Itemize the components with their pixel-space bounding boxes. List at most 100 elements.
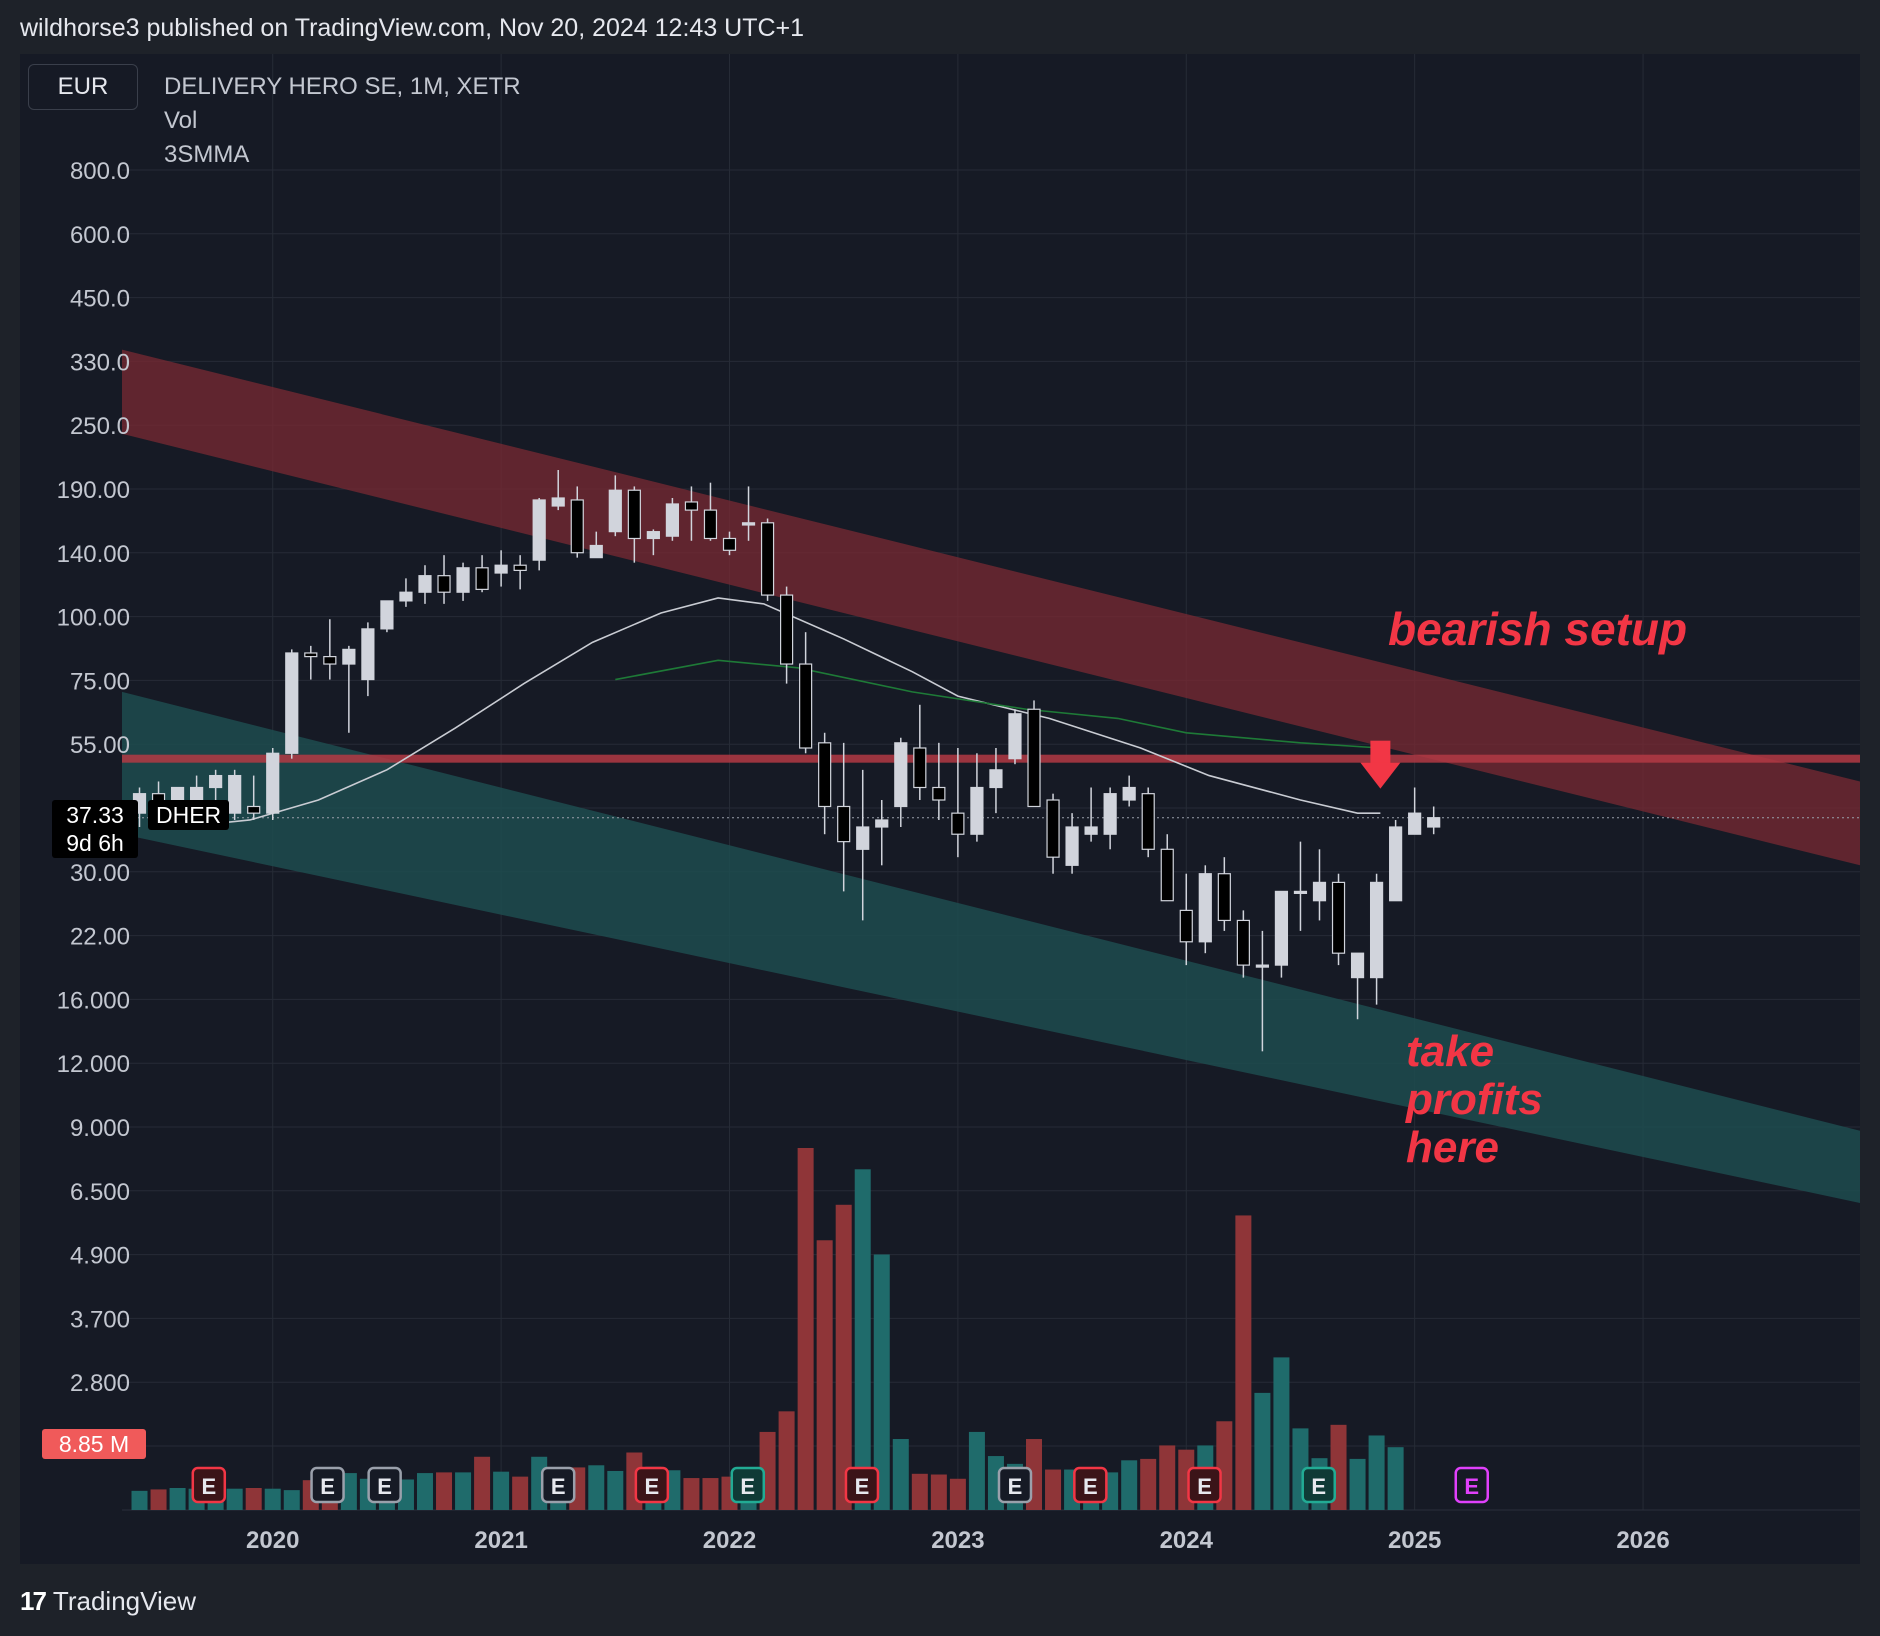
candle-body	[799, 663, 813, 749]
earnings-marker-letter: E	[201, 1474, 216, 1499]
candle-body	[1160, 848, 1174, 902]
candle-body	[875, 819, 889, 828]
annotation-line: profits	[1406, 1075, 1543, 1124]
earnings-marker-letter: E	[377, 1474, 392, 1499]
candle	[494, 550, 508, 587]
volume-bar	[150, 1489, 167, 1510]
price-chart[interactable]: E E E E E E E E E E E E 800.0 600.0 450.0 330.0 250.0 19…	[20, 54, 1860, 1564]
candle	[570, 486, 584, 558]
candle	[304, 645, 318, 680]
volume-bar	[169, 1487, 186, 1510]
y-axis: 800.0 600.0 450.0 330.0 250.0 190.00 140.00 100…	[57, 158, 130, 1461]
volume-bar	[512, 1476, 529, 1510]
y-tick-label: 3.700	[70, 1306, 130, 1333]
candle-body	[1350, 952, 1365, 979]
earnings-marker-letter: E	[645, 1474, 660, 1499]
volume-bar	[854, 1169, 871, 1510]
earnings-marker-icon: E	[1454, 1466, 1489, 1504]
tradingview-logo-icon: 17	[20, 1586, 47, 1616]
earnings-marker-box	[1073, 1466, 1108, 1504]
earnings-marker-icon: E	[367, 1466, 402, 1504]
candle	[513, 555, 527, 590]
candle	[989, 747, 1003, 814]
earnings-marker-icon: E	[1073, 1466, 1108, 1504]
candle	[1312, 849, 1327, 921]
legend-ma[interactable]: 3SMMA	[164, 141, 250, 168]
currency-button[interactable]: EUR	[28, 64, 138, 110]
earnings-marker-icon: E	[634, 1466, 670, 1504]
candle-body	[418, 575, 432, 593]
y-tick-label: 16.000	[57, 987, 130, 1014]
candle	[951, 747, 965, 858]
volume-bar	[930, 1474, 947, 1510]
last-price-value: 37.33	[66, 802, 124, 828]
candle	[608, 475, 622, 537]
x-tick-label: 2026	[1616, 1527, 1669, 1554]
earnings-marker-letter: E	[1311, 1474, 1326, 1499]
candle	[475, 555, 489, 593]
volume-bar	[607, 1470, 624, 1510]
y-tick-label: 600.0	[70, 222, 130, 249]
candle-body	[837, 805, 851, 843]
candle	[1293, 841, 1308, 931]
volume-bar	[1254, 1392, 1271, 1510]
candle	[970, 753, 984, 842]
candle	[837, 742, 851, 892]
earnings-marker-letter: E	[1197, 1474, 1212, 1499]
candle-body	[361, 628, 375, 681]
candle-body	[894, 742, 908, 808]
arrow-shaft	[1370, 740, 1391, 765]
candle	[437, 555, 451, 604]
candle	[1217, 857, 1231, 931]
volume-bar	[436, 1472, 453, 1510]
volume-bar	[131, 1490, 148, 1510]
candle-body	[494, 564, 508, 574]
candle-body	[228, 774, 242, 814]
earnings-marker-icon: E	[310, 1466, 345, 1504]
legend-volume[interactable]: Vol	[164, 107, 198, 134]
earnings-marker-box	[997, 1466, 1033, 1504]
candle	[818, 732, 832, 835]
take-profits-annotation[interactable]: take profits here	[1406, 1028, 1543, 1172]
candle-body	[1427, 817, 1441, 828]
candle	[1369, 873, 1384, 1005]
candle	[779, 586, 794, 684]
candle	[266, 747, 280, 820]
candle-body	[589, 544, 603, 559]
candle-body	[1312, 881, 1327, 902]
volume-bar	[1045, 1469, 1062, 1510]
earnings-marker-box	[1301, 1466, 1336, 1504]
candle	[1427, 806, 1441, 835]
arrow-head	[1360, 762, 1401, 789]
legend-symbol[interactable]: DELIVERY HERO SE, 1M, XETR	[164, 73, 521, 100]
volume-bar	[588, 1465, 605, 1510]
annotation-line: here	[1406, 1123, 1499, 1172]
y-tick-label: 22.00	[70, 924, 130, 951]
bearish-setup-annotation[interactable]: bearish setup	[1388, 603, 1688, 655]
volume-bar	[455, 1472, 472, 1510]
candle	[856, 769, 870, 921]
volume-bar	[816, 1240, 833, 1510]
candle-body	[380, 600, 394, 630]
candle	[285, 649, 299, 759]
candle-body	[1217, 873, 1231, 922]
sma-long-line	[615, 659, 1381, 749]
x-tick-label: 2023	[931, 1527, 984, 1554]
y-tick-label: 100.00	[57, 605, 130, 632]
earnings-marker-icon: E	[540, 1466, 576, 1504]
volume-bar	[1235, 1215, 1252, 1510]
earnings-marker-box	[367, 1466, 402, 1504]
earnings-marker-box	[310, 1466, 345, 1504]
candle-body	[818, 742, 832, 808]
candle	[1408, 787, 1422, 835]
volume-bar	[245, 1487, 262, 1510]
candle	[665, 497, 680, 541]
chart-frame[interactable]: E E E E E E E E E E E E 800.0 600.0 450.0 330.0 250.0 19…	[20, 54, 1860, 1564]
candle-body	[970, 786, 984, 835]
x-axis: 2020 2021 2022 2023 2024 2025 2026	[246, 1527, 1670, 1554]
earnings-marker-icon: E	[844, 1466, 880, 1504]
candle-body	[1408, 812, 1422, 835]
volume-bar	[968, 1431, 985, 1510]
earnings-marker-box	[191, 1466, 227, 1504]
candle	[1122, 775, 1136, 807]
